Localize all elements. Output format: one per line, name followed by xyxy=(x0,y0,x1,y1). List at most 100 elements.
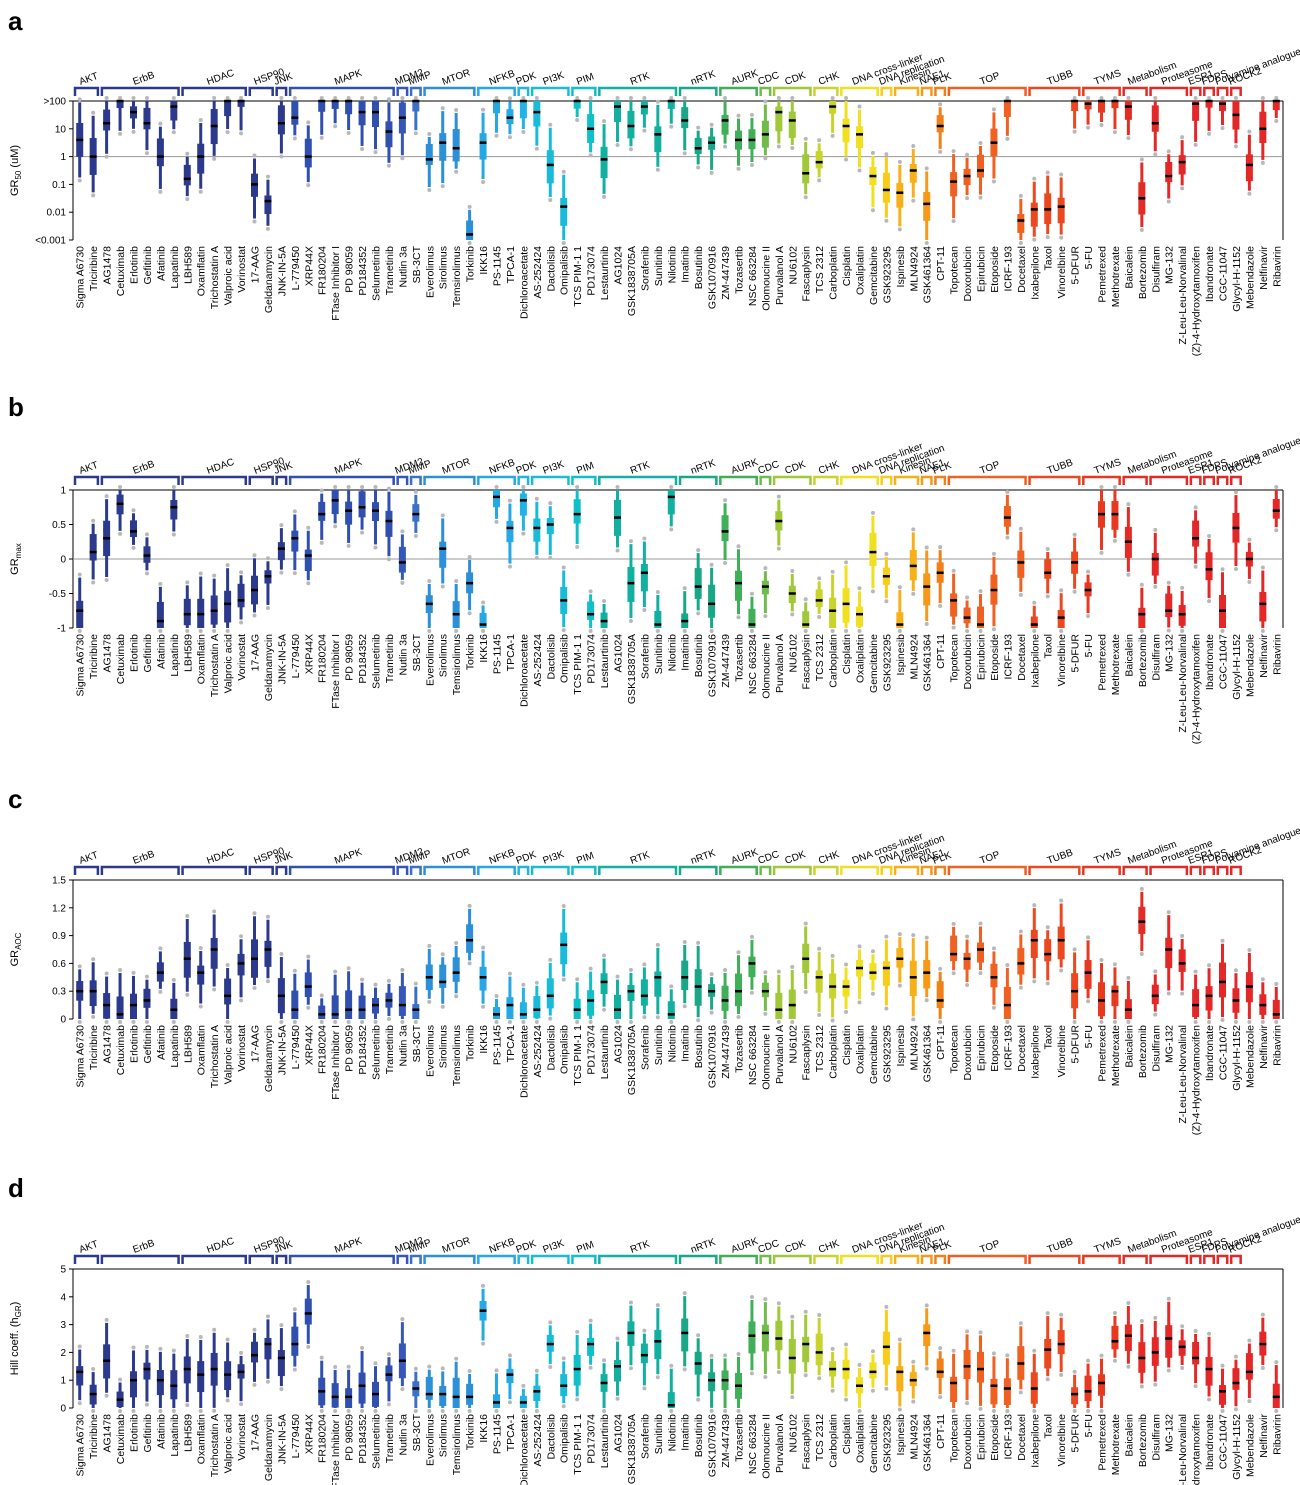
box-89 xyxy=(1259,96,1267,165)
box-34 xyxy=(519,96,527,135)
iqr-box xyxy=(466,220,474,240)
outlier xyxy=(1180,1324,1185,1329)
outlier xyxy=(817,1012,822,1017)
iqr-box xyxy=(143,1362,151,1380)
drug-label: Geldanamycin xyxy=(263,246,275,313)
outlier xyxy=(292,136,297,141)
iqr-box xyxy=(170,500,178,520)
box-68 xyxy=(977,589,984,633)
outlier xyxy=(857,1000,862,1005)
box-81 xyxy=(1151,527,1159,589)
box-13 xyxy=(237,934,245,1003)
class-label: ErbB xyxy=(131,1238,156,1256)
box-26 xyxy=(412,1366,420,1413)
outlier xyxy=(763,1011,768,1016)
drug-label: Imatinib xyxy=(680,246,692,283)
outlier xyxy=(736,615,741,620)
class-bracket xyxy=(813,1254,839,1264)
box-52 xyxy=(761,970,769,1016)
drug-label: SB-3CT xyxy=(411,633,423,671)
box-87 xyxy=(1232,490,1240,571)
drug-label: FR180204 xyxy=(317,1025,329,1074)
outlier xyxy=(1139,1384,1144,1389)
box-24 xyxy=(385,486,393,562)
outlier xyxy=(897,932,902,937)
drug-label: Sunitinib xyxy=(653,634,665,674)
outlier xyxy=(682,629,687,633)
box-18 xyxy=(304,1280,312,1349)
iqr-box xyxy=(896,612,904,628)
box-68 xyxy=(977,141,984,200)
outlier xyxy=(965,934,970,939)
outlier xyxy=(521,1020,526,1024)
iqr-box xyxy=(1057,197,1065,224)
box-88 xyxy=(1245,129,1253,196)
box-26 xyxy=(412,489,420,538)
box-81 xyxy=(1151,1315,1159,1387)
outlier xyxy=(870,150,875,155)
class-label: CDC xyxy=(757,849,781,867)
box-64 xyxy=(923,1303,931,1371)
class-bracket xyxy=(719,86,758,96)
iqr-box xyxy=(587,990,595,1016)
box-82 xyxy=(1165,910,1173,996)
outlier xyxy=(1018,241,1023,245)
outlier xyxy=(481,629,486,633)
outlier xyxy=(481,600,486,605)
iqr-box xyxy=(493,1394,500,1408)
outlier xyxy=(1220,938,1225,943)
outlier xyxy=(1207,1020,1212,1024)
box-90 xyxy=(1272,485,1280,533)
outlier xyxy=(279,570,284,575)
outlier xyxy=(400,1317,405,1322)
class-bracket xyxy=(920,86,933,96)
class-bracket xyxy=(1028,865,1081,875)
outlier xyxy=(346,131,351,136)
class-bracket xyxy=(1203,86,1216,96)
drug-label: Topotecan xyxy=(949,1414,961,1463)
outlier xyxy=(1153,1382,1158,1387)
iqr-box xyxy=(89,980,97,1007)
outlier xyxy=(951,1348,956,1353)
outlier xyxy=(938,603,943,608)
drug-label: Nutlin 3a xyxy=(397,634,409,676)
drug-label: MG-132 xyxy=(1164,246,1176,284)
outlier xyxy=(723,1353,728,1358)
iqr-box xyxy=(1098,101,1105,113)
drug-label: Ribavirin xyxy=(1271,634,1283,675)
outlier xyxy=(413,131,418,136)
outlier xyxy=(790,146,795,151)
drug-label: Disulfiram xyxy=(1150,1025,1162,1072)
class-bracket xyxy=(396,86,409,96)
box-23 xyxy=(372,485,379,550)
box-68 xyxy=(977,921,984,976)
outlier xyxy=(440,952,445,957)
box-38 xyxy=(573,485,581,550)
iqr-box xyxy=(156,1370,164,1396)
class-bracket xyxy=(1229,865,1242,875)
box-6 xyxy=(143,974,151,1024)
outlier xyxy=(91,1409,96,1413)
outlier xyxy=(602,953,607,958)
iqr-box xyxy=(345,501,353,525)
box-31 xyxy=(479,945,487,1009)
drug-label: Carboplatin xyxy=(828,1025,840,1079)
outlier xyxy=(870,1388,875,1393)
class-bracket xyxy=(1216,86,1229,96)
outlier xyxy=(803,195,808,200)
class-bracket xyxy=(598,865,678,875)
drug-label: SB-3CT xyxy=(411,1413,423,1451)
outlier xyxy=(965,983,970,988)
drug-label: MLN4924 xyxy=(908,1025,920,1071)
class-bracket xyxy=(73,86,100,96)
iqr-box xyxy=(1017,213,1025,233)
drug-label: GSK461364 xyxy=(922,246,934,303)
iqr-box xyxy=(1044,1338,1052,1369)
box-62 xyxy=(896,159,904,232)
box-80 xyxy=(1138,886,1146,957)
iqr-box xyxy=(560,198,568,226)
outlier xyxy=(400,1387,405,1392)
iqr-box xyxy=(681,107,689,129)
outlier xyxy=(736,113,741,118)
drug-label: AG1024 xyxy=(613,634,625,673)
